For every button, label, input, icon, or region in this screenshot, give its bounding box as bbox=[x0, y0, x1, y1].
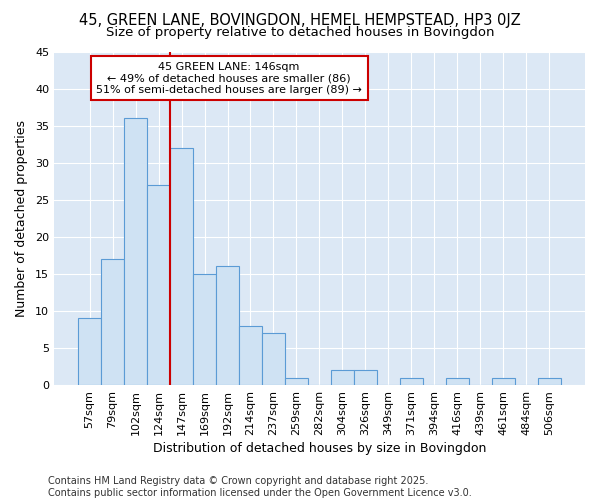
Bar bbox=[492, 378, 515, 385]
Text: 45, GREEN LANE, BOVINGDON, HEMEL HEMPSTEAD, HP3 0JZ: 45, GREEN LANE, BOVINGDON, HEMEL HEMPSTE… bbox=[79, 12, 521, 28]
Bar bbox=[216, 266, 239, 385]
Bar bbox=[285, 378, 308, 385]
Bar bbox=[124, 118, 147, 385]
Text: Contains HM Land Registry data © Crown copyright and database right 2025.
Contai: Contains HM Land Registry data © Crown c… bbox=[48, 476, 472, 498]
Text: 45 GREEN LANE: 146sqm
← 49% of detached houses are smaller (86)
51% of semi-deta: 45 GREEN LANE: 146sqm ← 49% of detached … bbox=[96, 62, 362, 94]
Bar bbox=[354, 370, 377, 385]
Text: Size of property relative to detached houses in Bovingdon: Size of property relative to detached ho… bbox=[106, 26, 494, 39]
X-axis label: Distribution of detached houses by size in Bovingdon: Distribution of detached houses by size … bbox=[153, 442, 486, 455]
Bar bbox=[400, 378, 423, 385]
Bar bbox=[446, 378, 469, 385]
Bar bbox=[78, 318, 101, 385]
Bar bbox=[170, 148, 193, 385]
Bar bbox=[193, 274, 216, 385]
Bar bbox=[101, 259, 124, 385]
Y-axis label: Number of detached properties: Number of detached properties bbox=[15, 120, 28, 317]
Bar bbox=[262, 333, 285, 385]
Bar bbox=[147, 185, 170, 385]
Bar bbox=[538, 378, 561, 385]
Bar bbox=[239, 326, 262, 385]
Bar bbox=[331, 370, 354, 385]
